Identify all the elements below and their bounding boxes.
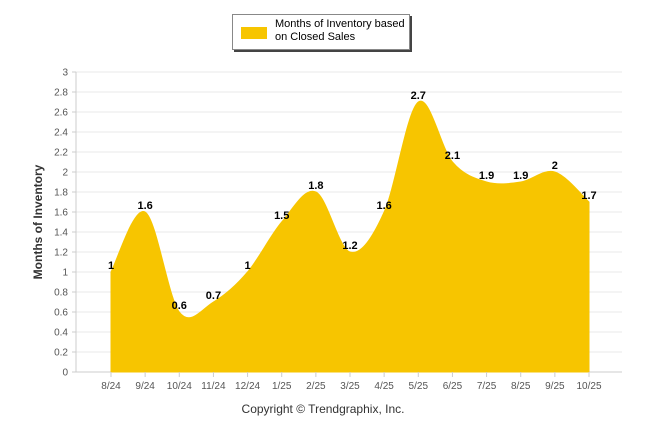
y-axis-title: Months of Inventory xyxy=(31,164,45,279)
y-tick-label: 1 xyxy=(62,268,68,279)
area-series-months-of-inventory xyxy=(110,100,590,373)
y-tick-label: 2.2 xyxy=(54,148,68,159)
data-label: 1.9 xyxy=(479,170,494,182)
x-tick-label: 5/25 xyxy=(409,381,429,392)
x-tick-label: 9/25 xyxy=(545,381,565,392)
data-label: 1 xyxy=(108,260,114,272)
data-label: 1.5 xyxy=(274,210,289,222)
y-tick-label: 2 xyxy=(62,168,68,179)
y-tick-label: 0.8 xyxy=(54,288,68,299)
data-label: 0.7 xyxy=(206,290,221,302)
data-label: 1.9 xyxy=(513,170,528,182)
x-tick-label: 1/25 xyxy=(272,381,292,392)
data-label: 1.6 xyxy=(137,200,152,212)
y-tick-label: 0 xyxy=(62,368,68,379)
data-label: 1.7 xyxy=(581,190,596,202)
data-label: 0.6 xyxy=(172,300,187,312)
data-label: 1.8 xyxy=(308,180,323,192)
data-label: 2.7 xyxy=(411,90,426,102)
y-tick-label: 0.6 xyxy=(54,308,68,319)
x-tick-label: 3/25 xyxy=(340,381,360,392)
x-tick-label: 2/25 xyxy=(306,381,326,392)
y-tick-label: 1.2 xyxy=(54,248,68,259)
data-label: 2.1 xyxy=(445,150,460,162)
x-axis-ticks: 8/24 9/24 10/24 11/24 12/24 1/25 2/25 3/25 4/25 5… xyxy=(101,372,602,392)
x-tick-label: 11/24 xyxy=(201,381,226,392)
x-tick-label: 9/24 xyxy=(135,381,155,392)
y-tick-label: 0.2 xyxy=(54,348,68,359)
x-tick-label: 4/25 xyxy=(374,381,394,392)
y-tick-label: 0.4 xyxy=(54,328,68,339)
data-label: 1.2 xyxy=(342,240,357,252)
legend-label: Months of Inventory based on Closed Sale… xyxy=(275,18,405,43)
data-label: 1.6 xyxy=(376,200,391,212)
x-tick-label: 10/24 xyxy=(167,381,192,392)
x-tick-label: 12/24 xyxy=(235,381,260,392)
x-tick-label: 7/25 xyxy=(477,381,497,392)
data-labels: 1 1.6 0.6 0.7 1 1.5 1.8 1.2 1.6 2.7 2.1 1.9 1.9 2 1.7 xyxy=(108,90,597,312)
legend: Months of Inventory based on Closed Sale… xyxy=(232,14,410,50)
x-tick-label: 10/25 xyxy=(576,381,601,392)
legend-swatch xyxy=(241,27,267,39)
y-tick-label: 2.8 xyxy=(54,88,68,99)
data-label: 2 xyxy=(552,160,558,172)
data-label: 1 xyxy=(245,260,251,272)
y-tick-label: 1.6 xyxy=(54,208,68,219)
x-tick-label: 6/25 xyxy=(443,381,463,392)
x-tick-label: 8/24 xyxy=(101,381,121,392)
x-tick-label: 8/25 xyxy=(511,381,531,392)
y-tick-label: 1.4 xyxy=(54,228,68,239)
y-tick-label: 3 xyxy=(62,68,68,79)
y-tick-label: 2.4 xyxy=(54,128,68,139)
y-tick-label: 2.6 xyxy=(54,108,68,119)
copyright-footer: Copyright © Trendgraphix, Inc. xyxy=(241,402,405,416)
y-tick-label: 1.8 xyxy=(54,188,68,199)
y-axis-ticks: 0 0.2 0.4 0.6 0.8 1 1.2 1.4 1.6 1.8 2 2.2 2.4 2.6 2.8 3 xyxy=(54,68,77,379)
